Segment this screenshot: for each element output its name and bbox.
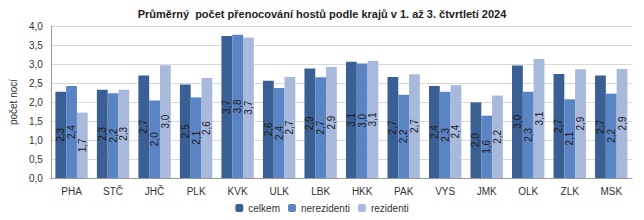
svg-text:2,1: 2,1 [191,130,202,144]
svg-text:3,7: 3,7 [221,100,232,114]
svg-text:VYS: VYS [435,186,455,197]
svg-text:HKK: HKK [352,186,373,197]
svg-text:3,0: 3,0 [160,114,171,128]
svg-text:1,5: 1,5 [29,116,43,127]
svg-text:1,7: 1,7 [77,138,88,152]
svg-text:1,6: 1,6 [481,139,492,153]
svg-text:1,0: 1,0 [29,135,43,146]
svg-text:2,7: 2,7 [553,119,564,133]
svg-text:2,9: 2,9 [304,116,315,130]
svg-text:STČ: STČ [103,185,123,197]
svg-text:0,5: 0,5 [29,154,43,165]
svg-text:2,5: 2,5 [180,124,191,138]
svg-text:2,9: 2,9 [575,116,586,130]
svg-text:2,3: 2,3 [55,127,66,141]
svg-text:2,2: 2,2 [492,129,503,143]
svg-text:rezidenti: rezidenti [371,203,409,214]
svg-text:2,9: 2,9 [617,116,628,130]
svg-text:2,4: 2,4 [66,125,77,139]
svg-text:MSK: MSK [600,186,622,197]
svg-text:2,2: 2,2 [606,128,617,142]
svg-text:PAK: PAK [394,186,414,197]
svg-text:0,0: 0,0 [29,173,43,184]
svg-text:2,5: 2,5 [29,78,43,89]
svg-text:2,3: 2,3 [440,127,451,141]
svg-text:nerezidenti: nerezidenti [301,203,350,214]
svg-text:2,6: 2,6 [263,122,274,136]
svg-text:JHČ: JHČ [145,185,164,197]
svg-text:JMK: JMK [477,186,497,197]
svg-text:2,7: 2,7 [315,120,326,134]
svg-text:2,4: 2,4 [429,125,440,139]
svg-text:2,6: 2,6 [201,121,212,135]
svg-text:Průměrný počet přenocování ho: Průměrný počet přenocování hostů podle k… [138,8,508,20]
svg-text:2,7: 2,7 [138,119,149,133]
svg-text:ULK: ULK [269,186,289,197]
svg-text:KVK: KVK [228,186,248,197]
svg-text:OLK: OLK [518,186,538,197]
svg-text:2,0: 2,0 [470,133,481,147]
svg-text:3,8: 3,8 [232,99,243,113]
svg-text:PHA: PHA [61,186,82,197]
svg-text:3,7: 3,7 [243,100,254,114]
svg-text:3,0: 3,0 [512,114,523,128]
svg-text:2,7: 2,7 [284,120,295,134]
svg-text:2,3: 2,3 [118,127,129,141]
svg-text:2,0: 2,0 [29,97,43,108]
svg-text:3,1: 3,1 [534,111,545,125]
svg-text:3,5: 3,5 [29,40,43,51]
svg-text:3,0: 3,0 [29,59,43,70]
svg-text:2,2: 2,2 [108,128,119,142]
svg-text:2,7: 2,7 [387,120,398,134]
svg-text:PLK: PLK [187,186,206,197]
svg-text:3,0: 3,0 [357,113,368,127]
svg-text:2,2: 2,2 [398,129,409,143]
svg-text:3,1: 3,1 [367,112,378,126]
svg-text:2,4: 2,4 [450,124,461,138]
svg-text:LBK: LBK [311,186,330,197]
svg-text:2,3: 2,3 [523,127,534,141]
svg-text:ZLK: ZLK [561,186,580,197]
svg-text:2,3: 2,3 [97,127,108,141]
svg-text:2,7: 2,7 [595,119,606,133]
svg-text:2,9: 2,9 [326,115,337,129]
svg-text:celkem: celkem [248,203,280,214]
svg-text:4,0: 4,0 [29,21,43,32]
svg-text:3,1: 3,1 [346,112,357,126]
svg-text:2,4: 2,4 [274,126,285,140]
svg-text:2,0: 2,0 [149,132,160,146]
svg-text:2,7: 2,7 [409,119,420,133]
svg-text:2,1: 2,1 [564,131,575,145]
svg-text:počet nocí: počet nocí [8,79,19,125]
